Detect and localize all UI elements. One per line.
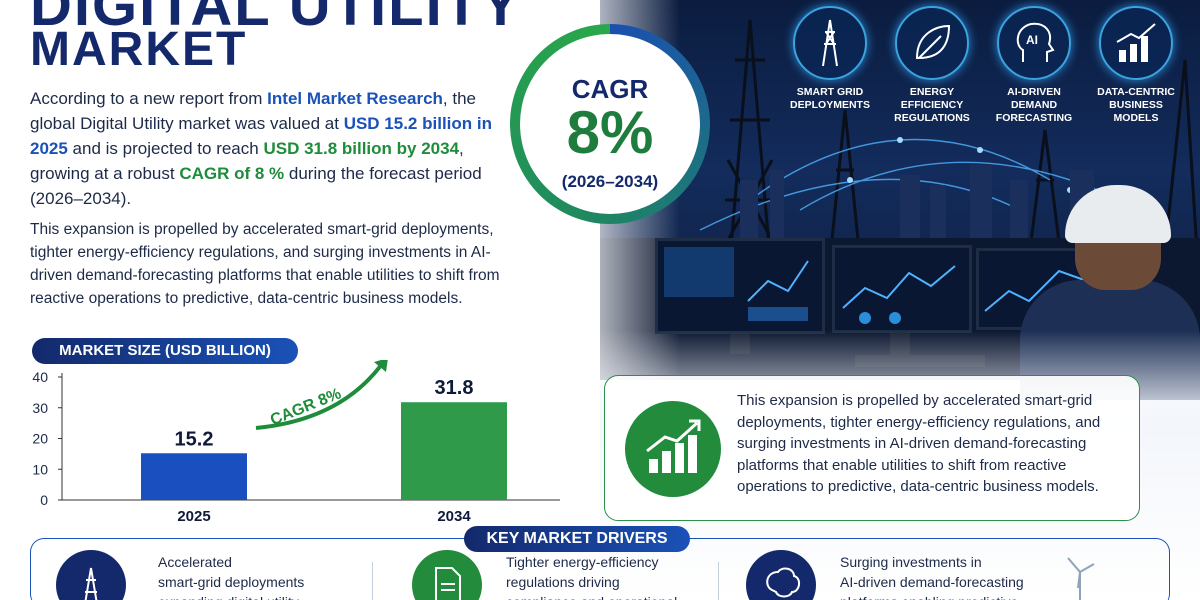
chart-title: MARKET SIZE (USD BILLION) xyxy=(32,338,298,364)
intro-paragraph: According to a new report from Intel Mar… xyxy=(30,86,500,211)
intro-text: , growing at a robust xyxy=(30,139,464,183)
trend-label: AI-DRIVEN DEMAND FORECASTING xyxy=(995,86,1073,124)
intro-text: , the global Digital Utility market was … xyxy=(30,89,477,133)
svg-text:AI: AI xyxy=(1026,33,1038,47)
divider xyxy=(718,562,719,600)
trend-data-centric: DATA-CENTRIC BUSINESS MODELS xyxy=(1086,6,1186,125)
trend-energy-efficiency: ENERGY EFFICIENCY REGULATIONS xyxy=(882,6,982,125)
cagr-arrow xyxy=(255,362,384,430)
growth-chart-icon xyxy=(625,401,721,497)
cagr-badge: CAGR 8% (2026–2034) xyxy=(510,24,710,224)
intro-text: and is projected to reach xyxy=(67,139,264,158)
y-tick-label: 0 xyxy=(40,492,48,508)
y-tick-label: 10 xyxy=(32,461,48,477)
divider xyxy=(372,562,373,600)
page-title-line2: MARKET xyxy=(30,23,248,76)
power-tower-icon xyxy=(56,550,126,600)
x-tick-label: 2034 xyxy=(437,508,471,525)
expansion-paragraph: This expansion is propelled by accelerat… xyxy=(30,221,500,307)
cagr-value: 8% xyxy=(566,99,654,166)
dashboard-monitor xyxy=(832,245,972,333)
power-tower-icon xyxy=(793,6,867,80)
wind-turbine-icon xyxy=(1067,557,1095,600)
x-tick-label: 2025 xyxy=(177,508,210,525)
trend-label: ENERGY EFFICIENCY REGULATIONS xyxy=(894,86,970,124)
trend-label: SMART GRID DEPLOYMENTS xyxy=(790,86,870,111)
info-card: This expansion is propelled by accelerat… xyxy=(604,375,1140,521)
leaf-icon xyxy=(895,6,969,80)
value-2025: USD 15.2 billion in 2025 xyxy=(30,114,492,158)
driver-text: Surging investments in AI-driven demand-… xyxy=(840,554,1024,600)
page-title-line1: DIGITAL UTILITY xyxy=(30,0,522,38)
y-tick-label: 30 xyxy=(32,400,48,416)
value-2034: USD 31.8 billion by 2034 xyxy=(263,139,460,158)
dashboard-monitor xyxy=(655,238,825,334)
cagr-period: (2026–2034) xyxy=(561,172,659,191)
ai-head-icon: AI xyxy=(997,6,1071,80)
cagr-badge-inner: CAGR 8% (2026–2034) xyxy=(520,34,700,214)
source-name: Intel Market Research xyxy=(267,89,443,108)
card-text: This expansion is propelled by accelerat… xyxy=(737,392,1101,495)
drivers-title: KEY MARKET DRIVERS xyxy=(464,526,690,552)
brain-icon xyxy=(746,550,816,600)
trend-label: DATA-CENTRIC BUSINESS MODELS xyxy=(1097,86,1175,124)
intro-text: during the forecast period (2026–2034). xyxy=(30,164,482,208)
cagr-text: CAGR of 8 % xyxy=(179,164,285,183)
y-tick-label: 20 xyxy=(32,431,48,447)
data-label: 31.8 xyxy=(435,377,474,399)
trend-ai-forecasting: AI AI-DRIVEN DEMAND FORECASTING xyxy=(984,6,1084,125)
trend-smart-grid: SMART GRID DEPLOYMENTS xyxy=(780,6,880,112)
bar-2034 xyxy=(401,402,507,500)
document-check-icon xyxy=(412,550,482,600)
y-tick-label: 40 xyxy=(32,369,48,385)
cagr-label: CAGR xyxy=(571,74,649,104)
growth-chart-icon xyxy=(1099,6,1173,80)
intro-text: According to a new report from xyxy=(30,89,268,108)
driver-text: Tighter energy-efficiency regulations dr… xyxy=(506,554,677,600)
cagr-arrow-head xyxy=(374,360,388,372)
data-label: 15.2 xyxy=(175,428,214,450)
driver-text: Accelerated smart-grid deployments expan… xyxy=(158,554,305,600)
bar-2025 xyxy=(141,453,247,500)
